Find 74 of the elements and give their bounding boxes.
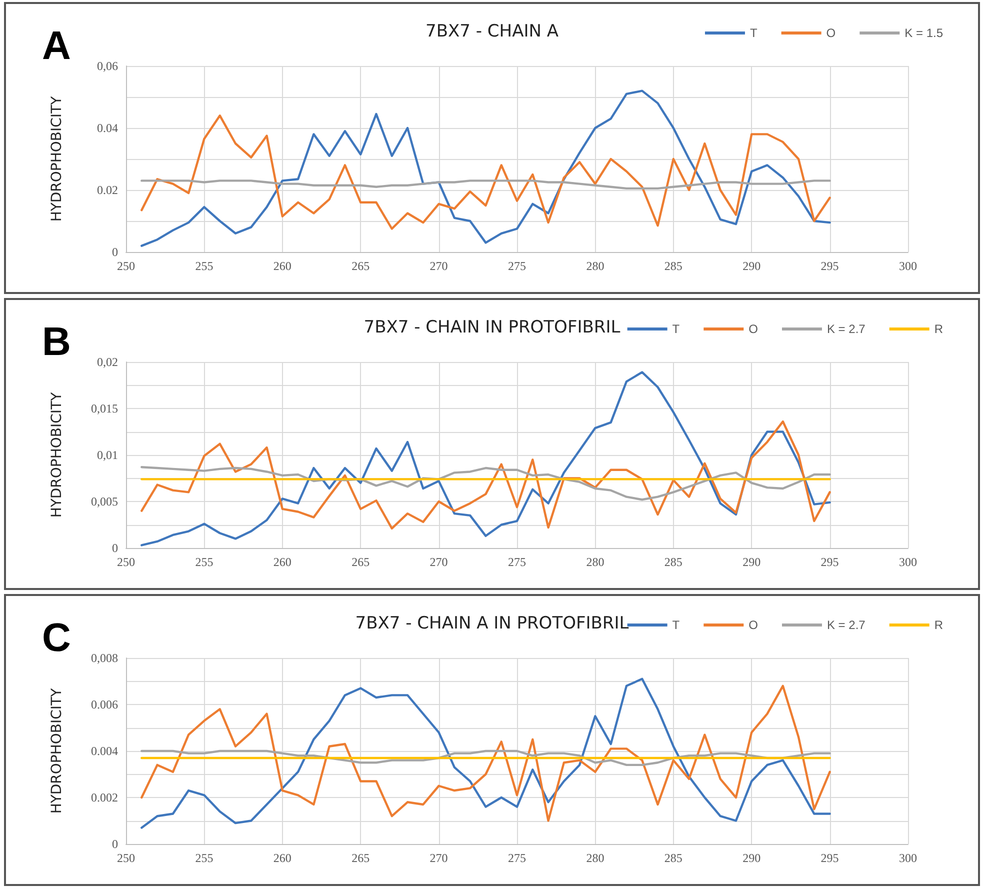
x-tick-label: 280 <box>586 259 604 273</box>
x-tick-label: 290 <box>742 851 761 865</box>
y-tick-label: 0,015 <box>91 402 118 416</box>
y-tick-label: 0 <box>112 837 118 851</box>
x-tick-label: 300 <box>899 259 917 273</box>
x-tick-label: 280 <box>586 555 604 569</box>
y-tick-label: 0.02 <box>97 183 118 197</box>
x-tick-label: 300 <box>899 555 917 569</box>
y-axis-title: HYDROPHOBICITY <box>49 688 65 814</box>
x-tick-label: 275 <box>508 851 526 865</box>
y-tick-label: 0,01 <box>97 448 118 462</box>
line-series <box>140 90 831 247</box>
x-tick-label: 260 <box>273 851 292 865</box>
legend-label: K = 2.7 <box>826 618 866 632</box>
legend-label: K = 2.7 <box>826 322 866 336</box>
x-tick-label: 265 <box>352 555 370 569</box>
x-tick-label: 250 <box>117 555 135 569</box>
line-series <box>140 114 831 230</box>
y-tick-label: 0,008 <box>91 651 118 665</box>
x-tick-label: 260 <box>273 555 292 569</box>
line-series <box>140 466 831 501</box>
y-tick-label: 0,06 <box>97 59 118 73</box>
x-tick-label: 285 <box>664 555 682 569</box>
y-axis-title: HYDROPHOBICITY <box>49 96 65 222</box>
x-tick-label: 290 <box>742 555 761 569</box>
x-tick-label: 260 <box>273 259 292 273</box>
x-tick-label: 270 <box>430 555 448 569</box>
legend-label: T <box>750 26 758 40</box>
y-tick-label: 0,005 <box>91 494 118 508</box>
text: C <box>42 616 71 660</box>
x-tick-label: 290 <box>742 259 761 273</box>
x-tick-label: 275 <box>508 555 526 569</box>
y-tick-label: 0.006 <box>91 698 118 712</box>
x-tick-label: 255 <box>195 259 214 273</box>
legend-label: O <box>748 618 758 632</box>
x-tick-label: 265 <box>352 259 370 273</box>
line-series <box>140 180 831 190</box>
x-tick-label: 300 <box>899 851 917 865</box>
x-tick-label: 295 <box>820 851 839 865</box>
legend-label: T <box>672 322 680 336</box>
x-tick-label: 285 <box>664 259 682 273</box>
x-tick-label: 265 <box>352 851 370 865</box>
text: A <box>42 24 71 68</box>
x-tick-label: 270 <box>430 259 448 273</box>
legend-label: T <box>672 618 680 632</box>
y-tick-label: 0.04 <box>97 121 118 135</box>
legend-label: O <box>748 322 758 336</box>
legend-label: R <box>934 618 944 632</box>
x-tick-label: 295 <box>820 555 839 569</box>
y-tick-label: 0 <box>112 245 118 259</box>
y-axis-title: HYDROPHOBICITY <box>49 392 65 518</box>
line-series <box>140 750 831 766</box>
legend-label: O <box>826 26 836 40</box>
text: B <box>42 320 71 364</box>
x-tick-label: 270 <box>430 851 448 865</box>
x-tick-label: 275 <box>508 259 526 273</box>
x-tick-label: 255 <box>195 851 214 865</box>
x-tick-label: 295 <box>820 259 839 273</box>
x-tick-label: 250 <box>117 259 135 273</box>
y-tick-label: 0.002 <box>91 790 118 804</box>
chart-title: 7BX7 - CHAIN A IN PROTOFIBRIL <box>355 614 630 634</box>
y-tick-label: 0 <box>112 541 118 555</box>
x-tick-label: 255 <box>195 555 214 569</box>
legend-label: R <box>934 322 944 336</box>
chart-title: 7BX7 - CHAIN IN PROTOFIBRIL <box>364 318 621 338</box>
x-tick-label: 285 <box>664 851 682 865</box>
x-tick-label: 250 <box>117 851 135 865</box>
y-tick-label: 0.004 <box>91 744 118 758</box>
legend-label: K = 1.5 <box>904 26 944 40</box>
y-tick-label: 0,02 <box>97 355 118 369</box>
line-series <box>140 371 831 546</box>
chart-title: 7BX7 - CHAIN A <box>426 22 559 42</box>
line-series <box>140 420 831 530</box>
x-tick-label: 280 <box>586 851 604 865</box>
